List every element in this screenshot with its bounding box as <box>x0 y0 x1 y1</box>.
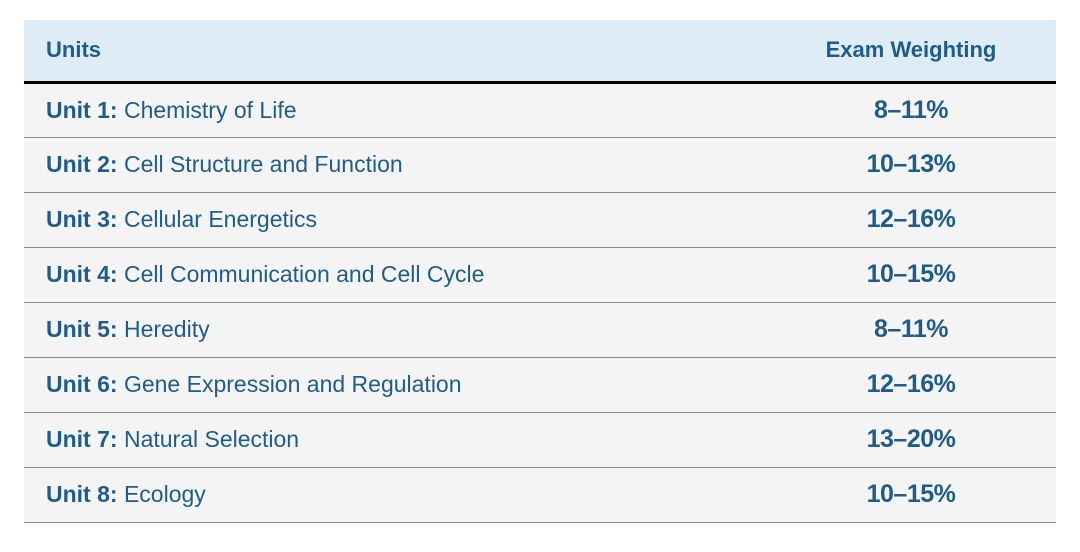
unit-label: Unit 6: <box>46 371 118 397</box>
unit-label: Unit 7: <box>46 426 118 452</box>
unit-label: Unit 5: <box>46 316 118 342</box>
weight-cell: 10–13% <box>766 137 1056 192</box>
table-row: Unit 7: Natural Selection 13–20% <box>24 412 1056 467</box>
unit-cell: Unit 5: Heredity <box>24 302 766 357</box>
unit-title: Chemistry of Life <box>118 97 297 123</box>
table-row: Unit 8: Ecology 10–15% <box>24 467 1056 522</box>
table-row: Unit 4: Cell Communication and Cell Cycl… <box>24 247 1056 302</box>
unit-title: Cellular Energetics <box>118 206 317 232</box>
unit-cell: Unit 7: Natural Selection <box>24 412 766 467</box>
weight-cell: 8–11% <box>766 302 1056 357</box>
table-header-row: Units Exam Weighting <box>24 20 1056 82</box>
weight-cell: 13–20% <box>766 412 1056 467</box>
unit-label: Unit 2: <box>46 151 118 177</box>
unit-title: Cell Structure and Function <box>118 151 403 177</box>
table-row: Unit 5: Heredity 8–11% <box>24 302 1056 357</box>
weight-cell: 8–11% <box>766 82 1056 137</box>
table-row: Unit 1: Chemistry of Life 8–11% <box>24 82 1056 137</box>
table-body: Unit 1: Chemistry of Life 8–11% Unit 2: … <box>24 82 1056 522</box>
unit-title: Cell Communication and Cell Cycle <box>118 261 485 287</box>
unit-title: Heredity <box>118 316 210 342</box>
unit-cell: Unit 2: Cell Structure and Function <box>24 137 766 192</box>
unit-label: Unit 3: <box>46 206 118 232</box>
table-row: Unit 3: Cellular Energetics 12–16% <box>24 192 1056 247</box>
weight-cell: 10–15% <box>766 247 1056 302</box>
unit-cell: Unit 1: Chemistry of Life <box>24 82 766 137</box>
unit-title: Ecology <box>118 481 206 507</box>
table-row: Unit 6: Gene Expression and Regulation 1… <box>24 357 1056 412</box>
column-header-units: Units <box>24 20 766 82</box>
unit-title: Natural Selection <box>118 426 300 452</box>
weight-cell: 12–16% <box>766 192 1056 247</box>
unit-label: Unit 1: <box>46 97 118 123</box>
unit-cell: Unit 3: Cellular Energetics <box>24 192 766 247</box>
weight-cell: 12–16% <box>766 357 1056 412</box>
column-header-weighting: Exam Weighting <box>766 20 1056 82</box>
unit-cell: Unit 6: Gene Expression and Regulation <box>24 357 766 412</box>
unit-label: Unit 4: <box>46 261 118 287</box>
unit-title: Gene Expression and Regulation <box>118 371 462 397</box>
unit-cell: Unit 8: Ecology <box>24 467 766 522</box>
unit-cell: Unit 4: Cell Communication and Cell Cycl… <box>24 247 766 302</box>
exam-weighting-table: Units Exam Weighting Unit 1: Chemistry o… <box>24 20 1056 523</box>
unit-label: Unit 8: <box>46 481 118 507</box>
table-row: Unit 2: Cell Structure and Function 10–1… <box>24 137 1056 192</box>
weight-cell: 10–15% <box>766 467 1056 522</box>
